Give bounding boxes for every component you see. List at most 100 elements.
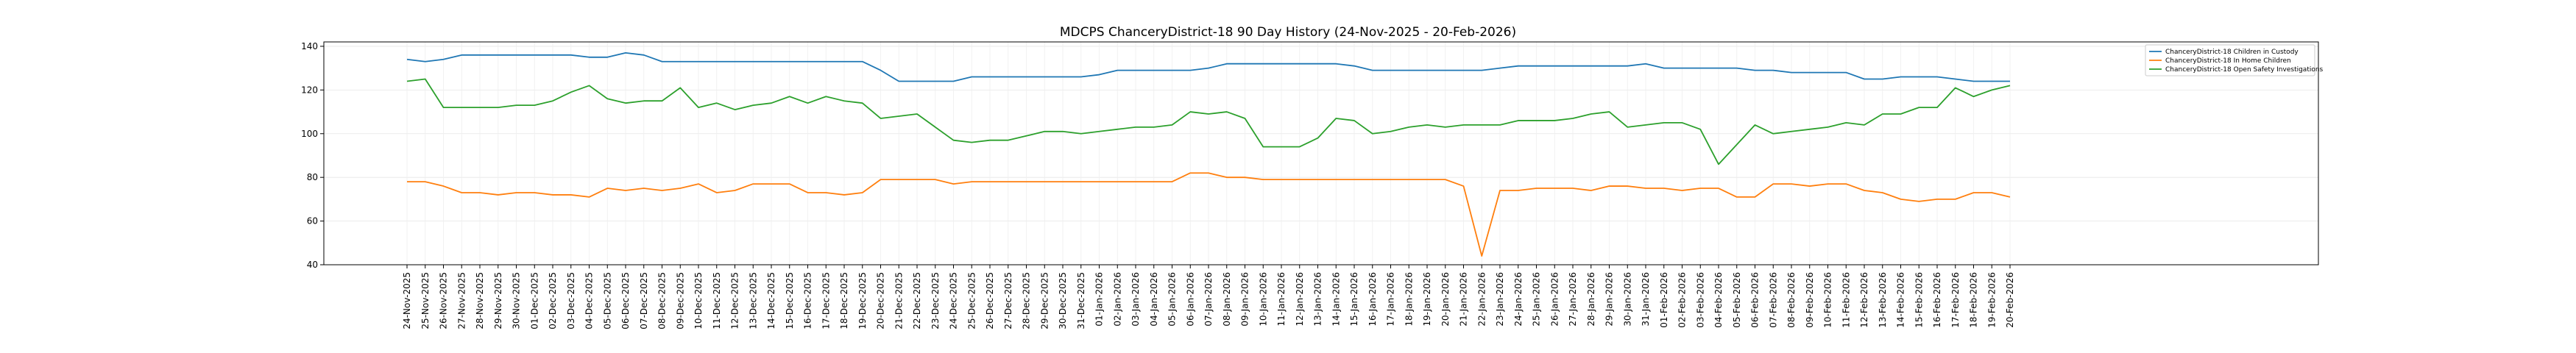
x-tick-label: 18-Feb-2026 [1969, 272, 1979, 328]
x-tick-label: 11-Feb-2026 [1841, 272, 1851, 328]
x-tick-label: 14-Jan-2026 [1331, 272, 1341, 327]
y-tick-label: 60 [307, 216, 318, 227]
x-tick-label: 16-Dec-2025 [803, 272, 813, 329]
y-tick-label: 100 [301, 129, 318, 139]
x-tick-label: 11-Jan-2026 [1276, 272, 1287, 327]
x-tick-label: 28-Jan-2026 [1586, 272, 1596, 327]
x-tick-label: 15-Dec-2025 [785, 272, 795, 329]
y-tick-label: 80 [307, 172, 318, 182]
y-tick-label: 40 [307, 260, 318, 270]
x-tick-label: 12-Feb-2026 [1859, 272, 1869, 328]
x-tick-label: 18-Jan-2026 [1404, 272, 1414, 327]
x-tick-label: 08-Jan-2026 [1222, 272, 1232, 327]
legend-label: ChanceryDistrict-18 Open Safety Investig… [2165, 66, 2324, 74]
x-tick-label: 03-Jan-2026 [1130, 272, 1141, 327]
x-tick-label: 27-Jan-2026 [1568, 272, 1578, 327]
x-tick-label: 16-Jan-2026 [1367, 272, 1378, 327]
x-tick-label: 10-Jan-2026 [1258, 272, 1268, 327]
x-tick-label: 19-Feb-2026 [1986, 272, 1997, 328]
x-tick-label: 16-Feb-2026 [1932, 272, 1942, 328]
x-tick-label: 21-Jan-2026 [1459, 272, 1469, 327]
y-axis: 40 60 80 100 120 140 [301, 41, 324, 270]
x-tick-label: 29-Dec-2025 [1039, 272, 1050, 329]
x-tick-label: 01-Dec-2025 [529, 272, 539, 329]
x-tick-label: 15-Feb-2026 [1914, 272, 1924, 328]
x-tick-label: 07-Jan-2026 [1203, 272, 1214, 327]
x-tick-label: 01-Jan-2026 [1094, 272, 1105, 327]
x-tick-label: 22-Dec-2025 [912, 272, 922, 329]
x-tick-label: 03-Dec-2025 [566, 272, 576, 329]
x-tick-label: 04-Dec-2025 [584, 272, 595, 329]
plot-area-frame [323, 41, 2319, 265]
legend-label: ChanceryDistrict-18 Children in Custody [2165, 49, 2299, 56]
x-tick-label: 24-Jan-2026 [1513, 272, 1524, 327]
x-tick-label: 14-Dec-2025 [766, 272, 776, 329]
chart-title: MDCPS ChanceryDistrict-18 90 Day History… [1060, 25, 1516, 40]
x-tick-label: 05-Dec-2025 [602, 272, 612, 329]
x-tick-label: 17-Dec-2025 [821, 272, 831, 329]
series-line-3 [406, 78, 2011, 165]
x-tick-label: 20-Dec-2025 [876, 272, 886, 329]
x-tick-label: 11-Dec-2025 [712, 272, 722, 329]
legend: ChanceryDistrict-18 Children in CustodyC… [2145, 44, 2324, 76]
x-tick-label: 26-Dec-2025 [985, 272, 995, 329]
x-tick-label: 19-Jan-2026 [1422, 272, 1432, 327]
x-tick-label: 09-Jan-2026 [1240, 272, 1250, 327]
x-tick-label: 22-Jan-2026 [1476, 272, 1487, 327]
x-tick-label: 13-Feb-2026 [1878, 272, 1888, 328]
x-tick-label: 09-Feb-2026 [1805, 272, 1815, 328]
x-tick-label: 12-Dec-2025 [730, 272, 740, 329]
x-tick-label: 06-Feb-2026 [1750, 272, 1761, 328]
x-tick-label: 31-Jan-2026 [1641, 272, 1651, 327]
x-tick-label: 08-Dec-2025 [657, 272, 668, 329]
x-tick-label: 10-Dec-2025 [693, 272, 704, 329]
x-tick-label: 29-Nov-2025 [493, 272, 503, 329]
x-tick-label: 20-Feb-2026 [2005, 272, 2015, 328]
x-tick-label: 28-Nov-2025 [475, 272, 485, 329]
x-tick-label: 24-Nov-2025 [402, 272, 412, 329]
x-tick-label: 18-Dec-2025 [839, 272, 849, 329]
x-tick-label: 14-Feb-2026 [1896, 272, 1906, 328]
x-tick-label: 27-Dec-2025 [1003, 272, 1013, 329]
x-tick-label: 12-Jan-2026 [1295, 272, 1305, 327]
x-tick-label: 23-Dec-2025 [930, 272, 941, 329]
x-tick-label: 01-Feb-2026 [1659, 272, 1669, 328]
x-tick-label: 08-Feb-2026 [1786, 272, 1797, 328]
legend-box [2145, 44, 2315, 76]
x-tick-label: 30-Dec-2025 [1058, 272, 1068, 329]
legend-label: ChanceryDistrict-18 In Home Children [2165, 57, 2291, 65]
x-tick-label: 17-Jan-2026 [1386, 272, 1396, 327]
x-tick-label: 30-Nov-2025 [512, 272, 522, 329]
x-tick-label: 06-Dec-2025 [620, 272, 631, 329]
y-tick-label: 140 [301, 41, 318, 51]
x-tick-label: 19-Dec-2025 [857, 272, 868, 329]
y-tick-label: 120 [301, 85, 318, 95]
x-tick-label: 26-Nov-2025 [439, 272, 449, 329]
x-tick-label: 25-Dec-2025 [966, 272, 977, 329]
x-tick-label: 02-Feb-2026 [1677, 272, 1688, 328]
x-tick-label: 15-Jan-2026 [1349, 272, 1359, 327]
x-tick-label: 25-Nov-2025 [420, 272, 431, 329]
series-line-1 [406, 51, 2010, 82]
series-lines [406, 51, 2011, 257]
x-tick-label: 04-Feb-2026 [1713, 272, 1724, 328]
x-tick-label: 13-Dec-2025 [748, 272, 758, 329]
grid [324, 42, 2318, 265]
x-tick-label: 29-Jan-2026 [1604, 272, 1615, 327]
x-tick-label: 30-Jan-2026 [1622, 272, 1632, 327]
x-tick-label: 25-Jan-2026 [1532, 272, 1542, 327]
x-tick-label: 23-Jan-2026 [1495, 272, 1505, 327]
x-tick-label: 02-Jan-2026 [1112, 272, 1122, 327]
x-tick-label: 05-Feb-2026 [1732, 272, 1742, 328]
x-tick-label: 27-Nov-2025 [456, 272, 467, 329]
x-tick-label: 07-Feb-2026 [1768, 272, 1778, 328]
x-axis: 24-Nov-2025 25-Nov-2025 26-Nov-2025 27-Nov-… [402, 265, 2015, 329]
x-tick-label: 03-Feb-2026 [1695, 272, 1705, 328]
x-tick-label: 05-Jan-2026 [1167, 272, 1178, 327]
x-tick-label: 28-Dec-2025 [1022, 272, 1032, 329]
x-tick-label: 13-Jan-2026 [1313, 272, 1323, 327]
x-tick-label: 04-Jan-2026 [1149, 272, 1159, 327]
x-tick-label: 10-Feb-2026 [1823, 272, 1833, 328]
x-tick-label: 07-Dec-2025 [639, 272, 649, 329]
